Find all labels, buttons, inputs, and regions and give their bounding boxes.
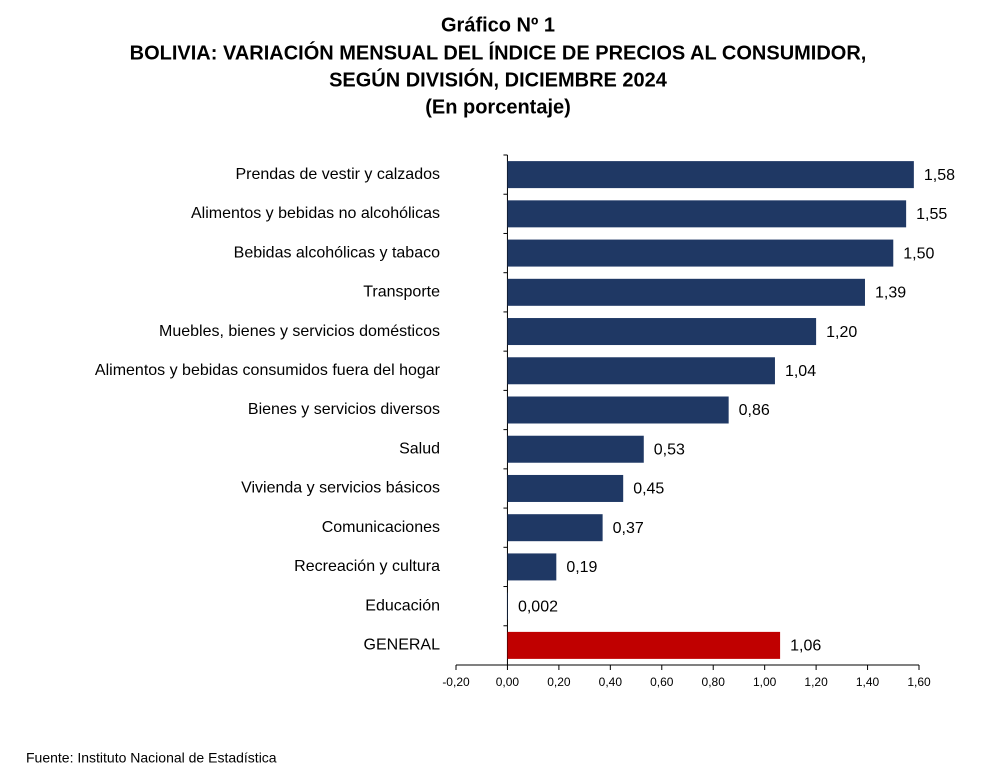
value-label: 0,53 bbox=[654, 441, 685, 458]
bar bbox=[507, 631, 781, 659]
bar bbox=[507, 553, 557, 581]
source: Fuente: Instituto Nacional de Estadístic… bbox=[26, 750, 277, 766]
value-label: 1,55 bbox=[916, 206, 947, 223]
category-label: Alimentos y bebidas consumidos fuera del… bbox=[95, 362, 441, 379]
bar bbox=[507, 318, 817, 346]
category-label: Bienes y servicios diversos bbox=[248, 401, 440, 418]
value-label: 0,19 bbox=[566, 559, 597, 576]
x-tick-label: -0,20 bbox=[442, 675, 470, 689]
bar bbox=[507, 357, 775, 385]
bar bbox=[507, 200, 907, 228]
category-label: GENERAL bbox=[364, 637, 441, 654]
x-tick-label: 1,20 bbox=[804, 675, 828, 689]
x-tick-label: 0,40 bbox=[599, 675, 623, 689]
category-label: Comunicaciones bbox=[322, 519, 440, 536]
bar bbox=[507, 396, 729, 424]
x-tick-label: 0,80 bbox=[702, 675, 726, 689]
bar bbox=[507, 474, 624, 502]
bar bbox=[507, 435, 644, 463]
value-label: 0,86 bbox=[739, 402, 770, 419]
bar bbox=[507, 592, 508, 620]
value-label: 1,39 bbox=[875, 285, 906, 302]
category-label: Vivienda y servicios básicos bbox=[241, 480, 440, 497]
chart-title: (En porcentaje) bbox=[425, 96, 571, 118]
category-label: Muebles, bienes y servicios domésticos bbox=[159, 323, 440, 340]
x-tick-label: 0,60 bbox=[650, 675, 674, 689]
bar bbox=[507, 161, 914, 189]
value-label: 1,58 bbox=[924, 167, 955, 184]
category-label: Salud bbox=[399, 440, 440, 457]
x-tick-label: 1,00 bbox=[753, 675, 777, 689]
x-tick-label: 0,20 bbox=[547, 675, 571, 689]
bar bbox=[507, 514, 603, 542]
x-tick-label: 0,00 bbox=[496, 675, 520, 689]
chart-title: SEGÚN DIVISIÓN, DICIEMBRE 2024 bbox=[329, 67, 668, 91]
category-label: Recreación y cultura bbox=[294, 558, 440, 575]
value-label: 0,37 bbox=[613, 520, 644, 537]
value-label: 1,06 bbox=[790, 638, 821, 655]
category-label: Prendas de vestir y calzados bbox=[235, 166, 440, 183]
category-label: Transporte bbox=[363, 284, 440, 301]
chart-title: Gráfico Nº 1 bbox=[441, 14, 555, 36]
x-tick-label: 1,40 bbox=[856, 675, 880, 689]
category-label: Bebidas alcohólicas y tabaco bbox=[234, 244, 440, 261]
value-label: 0,45 bbox=[633, 481, 664, 498]
bar bbox=[507, 278, 865, 306]
value-label: 1,04 bbox=[785, 363, 816, 380]
bar bbox=[507, 239, 894, 267]
chart-title: BOLIVIA: VARIACIÓN MENSUAL DEL ÍNDICE DE… bbox=[130, 40, 867, 64]
category-label: Alimentos y bebidas no alcohólicas bbox=[191, 205, 440, 222]
value-label: 1,20 bbox=[826, 324, 857, 341]
x-tick-label: 1,60 bbox=[907, 675, 931, 689]
value-label: 1,50 bbox=[903, 245, 934, 262]
category-label: Educación bbox=[365, 597, 440, 614]
value-label: 0,002 bbox=[518, 598, 558, 615]
